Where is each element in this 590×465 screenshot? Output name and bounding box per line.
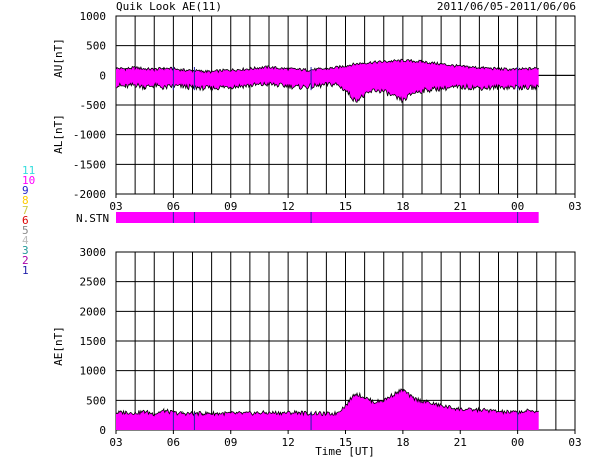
legend-count-10: 10 — [22, 174, 35, 187]
ae-line — [115, 388, 539, 417]
al-line — [115, 81, 540, 104]
au-al-ytick-label: 1000 — [80, 10, 107, 23]
legend-count-11: 11 — [22, 164, 35, 177]
ae-xtick-label: 03 — [568, 436, 581, 449]
ae-ytick-label: 2000 — [80, 305, 107, 318]
au-al-xtick-label: 00 — [511, 200, 524, 213]
au-al-xtick-label: 03 — [568, 200, 581, 213]
x-axis-title: Time [UT] — [315, 445, 375, 458]
legend-count-2: 2 — [22, 254, 29, 267]
legend-count-3: 3 — [22, 244, 29, 257]
ae-ytick-label: 2500 — [80, 276, 107, 289]
ae-xtick-label: 03 — [109, 436, 122, 449]
legend-count-8: 8 — [22, 194, 29, 207]
au-al-area — [116, 59, 539, 103]
ae-axis-label: AE[nT] — [52, 326, 65, 366]
au-al-ytick-label: -1500 — [73, 158, 106, 171]
ae-xtick-label: 09 — [224, 436, 237, 449]
ae-xtick-label: 00 — [511, 436, 524, 449]
ae-ytick-label: 1500 — [80, 335, 107, 348]
ae-area — [116, 388, 539, 430]
au-al-ytick-label: 0 — [99, 69, 106, 82]
au-axis-label: AU[nT] — [52, 38, 65, 78]
ae-xtick-label: 12 — [282, 436, 295, 449]
au-line — [115, 58, 539, 74]
au-al-xtick-label: 21 — [454, 200, 467, 213]
au-al-xtick-label: 09 — [224, 200, 237, 213]
legend-count-7: 7 — [22, 204, 29, 217]
nstn-bar — [116, 212, 539, 223]
legend-count-1: 1 — [22, 264, 29, 277]
date-range: 2011/06/05-2011/06/06 — [437, 0, 576, 13]
figure-title: Quik Look AE(11) — [116, 0, 222, 13]
ae-ytick-label: 500 — [86, 394, 106, 407]
ae-ytick-label: 3000 — [80, 246, 107, 259]
au-al-xtick-label: 12 — [282, 200, 295, 213]
au-al-ytick-label: -2000 — [73, 188, 106, 201]
au-al-xtick-label: 15 — [339, 200, 352, 213]
ae-ytick-label: 0 — [99, 424, 106, 437]
ae-xtick-label: 15 — [339, 436, 352, 449]
legend-count-9: 9 — [22, 184, 29, 197]
au-al-xtick-label: 18 — [396, 200, 409, 213]
legend-count-4: 4 — [22, 234, 29, 247]
au-al-ytick-label: -500 — [80, 99, 107, 112]
au-al-ytick-label: -1000 — [73, 129, 106, 142]
au-al-xtick-label: 03 — [109, 200, 122, 213]
legend-count-5: 5 — [22, 224, 29, 237]
nstn-label: N.STN — [76, 212, 109, 225]
au-al-ytick-label: 500 — [86, 40, 106, 53]
ae-xtick-label: 18 — [396, 436, 409, 449]
au-al-xtick-label: 06 — [167, 200, 180, 213]
legend-count-6: 6 — [22, 214, 29, 227]
ae-ytick-label: 1000 — [80, 365, 107, 378]
al-axis-label: AL[nT] — [52, 114, 65, 154]
ae-xtick-label: 06 — [167, 436, 180, 449]
nstn-panel: N.STN — [76, 212, 539, 225]
ae-xtick-label: 21 — [454, 436, 467, 449]
